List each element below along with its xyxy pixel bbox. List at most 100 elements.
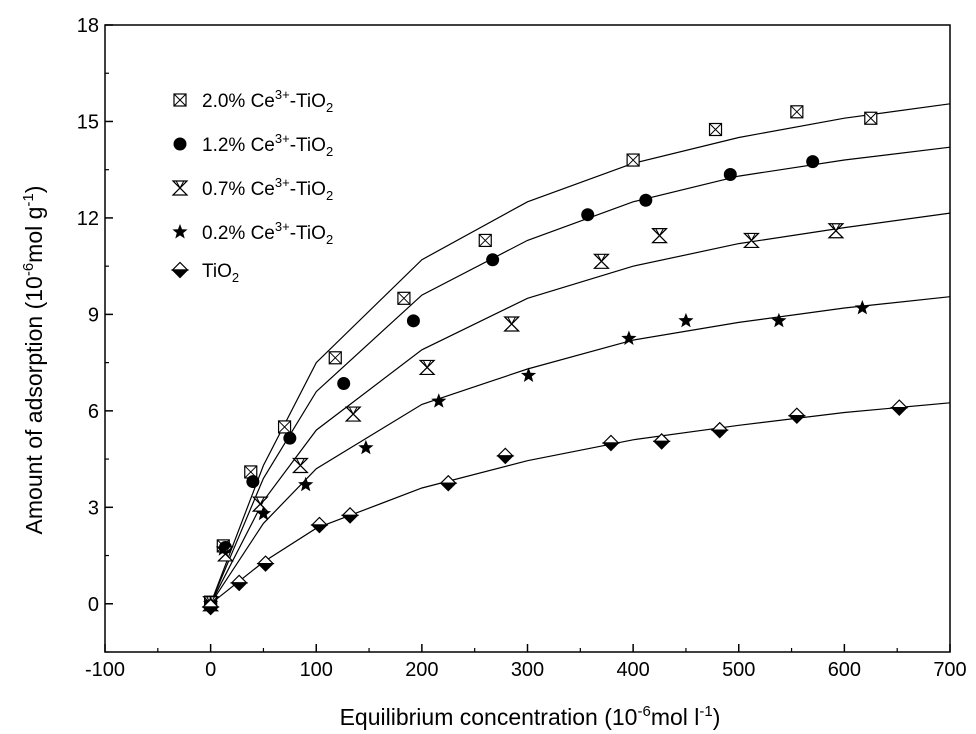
marker-hourglass xyxy=(592,253,610,269)
plot-frame xyxy=(104,24,951,653)
legend-entry-2-0-ce: 2.0% Ce3+-TiO2 xyxy=(173,87,333,115)
marker-star xyxy=(854,299,870,315)
marker-star xyxy=(172,224,188,239)
marker-star xyxy=(298,476,314,492)
marker-diamond xyxy=(310,516,329,534)
x-tick-label: -100 xyxy=(85,659,125,681)
marker-square-x xyxy=(626,153,640,167)
marker-diamond xyxy=(256,555,275,572)
marker-hourglass xyxy=(291,457,309,474)
y-tick-label: 9 xyxy=(88,304,99,326)
x-tick-label: 0 xyxy=(205,659,216,681)
marker-star xyxy=(678,312,694,328)
marker-square-x xyxy=(478,233,492,248)
legend-label: TiO2 xyxy=(202,261,239,285)
marker-hourglass xyxy=(503,316,521,332)
marker-diamond xyxy=(171,261,189,279)
legend-marker-star xyxy=(172,224,188,239)
marker-star xyxy=(215,541,231,556)
marker-circle xyxy=(283,431,297,445)
legend-entry-1-2-ce: 1.2% Ce3+-TiO2 xyxy=(173,131,333,159)
marker-circle xyxy=(173,137,187,151)
legend-label: 1.2% Ce3+-TiO2 xyxy=(202,131,333,159)
fit-line-diamond xyxy=(210,402,951,605)
marker-diamond xyxy=(341,506,359,524)
marker-hourglass xyxy=(827,223,845,239)
marker-star xyxy=(431,393,447,408)
y-tick-label: 6 xyxy=(88,401,99,423)
marker-diamond xyxy=(496,447,515,465)
marker-square-x xyxy=(328,351,342,365)
marker-diamond xyxy=(710,421,729,439)
marker-hourglass xyxy=(251,496,269,512)
legend-marker-circle xyxy=(173,137,187,151)
marker-circle xyxy=(486,253,500,267)
marker-hourglass xyxy=(651,228,668,244)
fit-line-hourglass xyxy=(210,212,951,605)
x-tick-label: 300 xyxy=(511,659,544,681)
marker-circle xyxy=(723,168,737,182)
y-tick-label: 12 xyxy=(77,208,99,230)
legend-entry-tio2: TiO2 xyxy=(171,261,239,285)
marker-diamond xyxy=(787,407,806,425)
series-diamond xyxy=(201,399,909,616)
data-markers xyxy=(201,105,909,616)
legend-entry-0-7-ce: 0.7% Ce3+-TiO2 xyxy=(171,175,333,203)
series-star xyxy=(203,299,870,611)
fit-line-circle xyxy=(210,146,951,605)
marker-diamond xyxy=(652,433,671,450)
y-tick-label: 0 xyxy=(88,594,99,616)
marker-diamond xyxy=(230,574,249,592)
legend: 2.0% Ce3+-TiO2 1.2% Ce3+-TiO2 0.7% Ce3+-… xyxy=(171,87,333,285)
y-tick-label: 15 xyxy=(77,111,99,133)
legend-label: 0.7% Ce3+-TiO2 xyxy=(202,175,333,203)
x-axis-title: Equilibrium concentration (10-6mol l-1) xyxy=(340,703,721,730)
x-tick-label: 100 xyxy=(300,659,333,681)
x-tick-label: 600 xyxy=(828,659,861,681)
marker-star xyxy=(520,367,537,382)
marker-square-x xyxy=(708,122,723,137)
marker-star xyxy=(255,505,272,521)
marker-square-x xyxy=(397,291,411,305)
marker-hourglass xyxy=(742,232,760,249)
marker-diamond xyxy=(601,434,620,452)
marker-circle xyxy=(246,475,260,489)
marker-square-x xyxy=(173,93,187,107)
marker-hourglass xyxy=(171,180,189,196)
y-tick-label: 18 xyxy=(77,15,99,37)
legend-marker-diamond xyxy=(171,261,189,279)
y-axis-ticks: 0 3 6 9 12 15 18 xyxy=(77,15,113,653)
legend-marker-square-x xyxy=(173,93,187,107)
x-tick-label: 700 xyxy=(933,659,966,681)
x-tick-label: 200 xyxy=(405,659,438,681)
marker-diamond xyxy=(890,399,909,416)
marker-circle xyxy=(806,155,820,169)
marker-square-x xyxy=(277,420,292,434)
fit-line-star xyxy=(210,296,951,605)
marker-circle xyxy=(406,314,420,328)
legend-marker-hourglass xyxy=(171,180,189,196)
fit-lines xyxy=(210,103,951,605)
series-hourglass xyxy=(202,223,845,612)
legend-label: 0.2% Ce3+-TiO2 xyxy=(202,219,333,247)
marker-diamond xyxy=(439,474,458,492)
legend-entry-0-2-ce: 0.2% Ce3+-TiO2 xyxy=(172,219,333,247)
marker-square-x xyxy=(790,105,804,119)
marker-circle xyxy=(639,193,653,207)
marker-star xyxy=(771,312,787,328)
y-axis-title: Amount of adsorption (10-6mol g-1) xyxy=(20,186,47,535)
marker-square-x xyxy=(864,111,878,125)
marker-star xyxy=(358,439,374,455)
marker-circle xyxy=(581,208,595,222)
marker-hourglass xyxy=(344,406,362,422)
marker-diamond xyxy=(201,598,220,616)
x-tick-label: 500 xyxy=(722,659,755,681)
marker-circle xyxy=(337,377,351,391)
marker-star xyxy=(621,330,637,345)
x-tick-label: 400 xyxy=(616,659,649,681)
y-tick-label: 3 xyxy=(88,497,99,519)
legend-label: 2.0% Ce3+-TiO2 xyxy=(202,87,333,115)
x-axis-ticks: -100 0 100 200 300 400 500 600 700 xyxy=(85,644,967,681)
marker-hourglass xyxy=(418,359,436,376)
